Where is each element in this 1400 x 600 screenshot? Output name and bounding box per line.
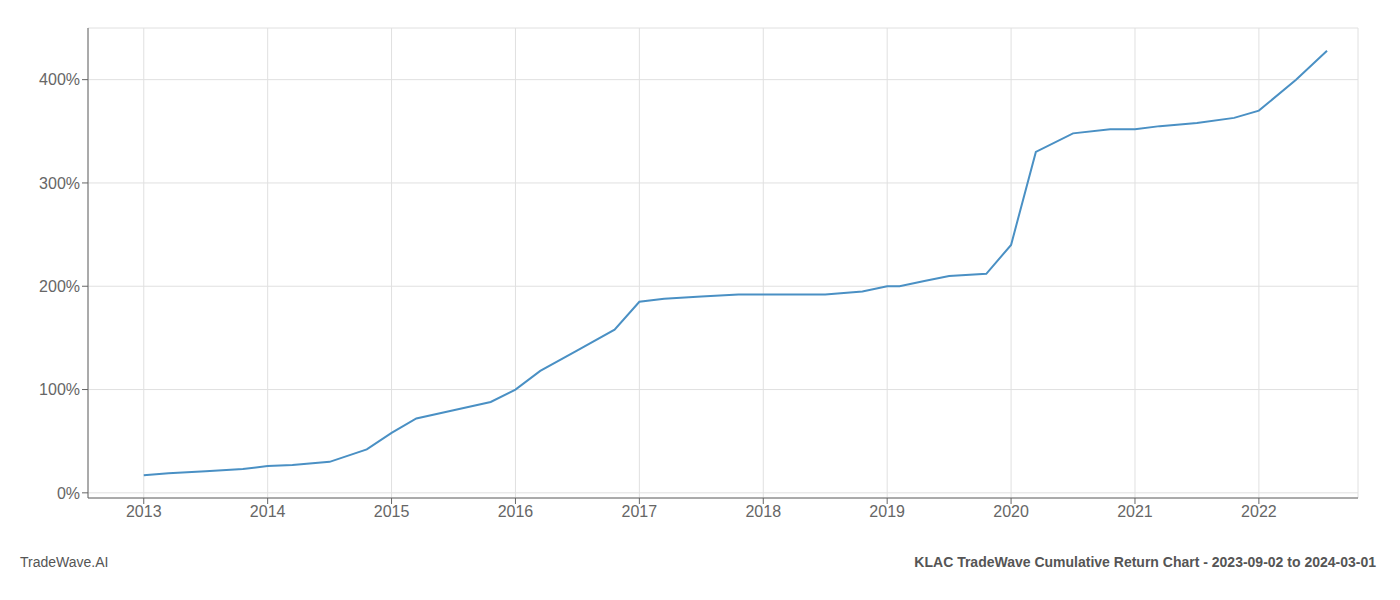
svg-text:2018: 2018 (745, 503, 781, 520)
svg-text:2013: 2013 (126, 503, 162, 520)
html-text:KLAC TradeWave Cumulative Retu: KLAC TradeWave Cumulative Return Chart -… (914, 554, 1376, 570)
svg-text:100%: 100% (39, 381, 80, 398)
svg-text:400%: 400% (39, 71, 80, 88)
html-text:TradeWave.AI: TradeWave.AI (20, 554, 109, 570)
svg-text:2015: 2015 (374, 503, 410, 520)
svg-text:300%: 300% (39, 175, 80, 192)
svg-text:200%: 200% (39, 278, 80, 295)
svg-text:2021: 2021 (1117, 503, 1153, 520)
svg-text:2016: 2016 (498, 503, 534, 520)
svg-text:0%: 0% (57, 485, 80, 502)
svg-text:2014: 2014 (250, 503, 286, 520)
svg-text:2020: 2020 (993, 503, 1029, 520)
svg-text:2019: 2019 (869, 503, 905, 520)
svg-text:2017: 2017 (622, 503, 658, 520)
svg-text:2022: 2022 (1241, 503, 1277, 520)
